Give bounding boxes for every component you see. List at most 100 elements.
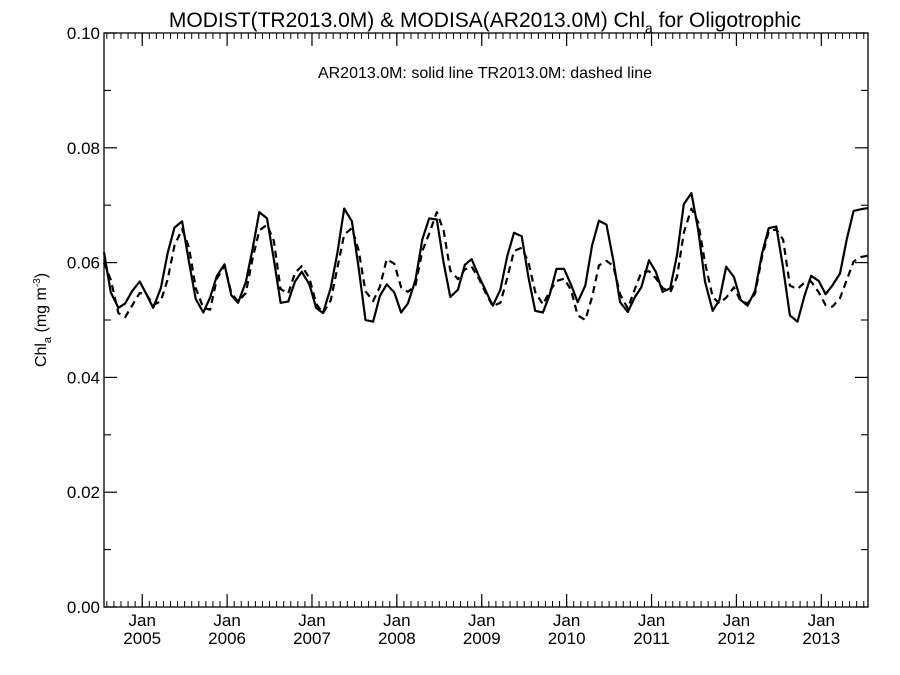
data-point-dashed <box>655 277 657 279</box>
data-point-dashed <box>414 284 416 286</box>
data-point-dashed <box>385 258 387 260</box>
data-point-dashed <box>733 286 735 288</box>
data-point-solid <box>633 296 635 298</box>
data-point-solid <box>839 272 841 274</box>
data-point-dashed <box>400 286 402 288</box>
data-point-dashed <box>110 279 112 281</box>
data-point-solid <box>202 311 204 313</box>
data-point-solid <box>655 271 657 273</box>
data-point-solid <box>746 304 748 306</box>
data-point-solid <box>570 283 572 285</box>
data-point-solid <box>661 291 663 293</box>
y-axis-label-close: ) <box>33 273 50 278</box>
data-point-dashed <box>576 314 578 316</box>
x-tick-label-year: 2011 <box>633 629 670 648</box>
data-point-solid <box>393 291 395 293</box>
plot-frame <box>103 32 869 608</box>
data-point-solid <box>598 219 600 221</box>
data-point-solid <box>138 280 140 282</box>
data-point-dashed <box>676 276 678 278</box>
data-point-dashed <box>640 271 642 273</box>
y-axis-label-main: Chl <box>33 343 50 367</box>
data-point-solid <box>343 207 345 209</box>
x-tick-label-month: Jan <box>553 611 580 630</box>
data-point-solid <box>640 286 642 288</box>
data-point-dashed <box>754 292 756 294</box>
data-point-dashed <box>485 292 487 294</box>
data-point-dashed <box>470 265 472 267</box>
data-point-solid <box>542 311 544 313</box>
data-point-dashed <box>407 291 409 293</box>
data-point-dashed <box>464 268 466 270</box>
data-point-dashed <box>336 267 338 269</box>
data-point-solid <box>173 226 175 228</box>
data-point-dashed <box>194 287 196 289</box>
data-point-dashed <box>852 260 854 262</box>
x-tick-label-year: 2007 <box>293 629 331 648</box>
data-point-dashed <box>308 277 310 279</box>
chart-title: MODIST(TR2013.0M) & MODISA(AR2013.0M) Ch… <box>169 9 801 36</box>
data-point-dashed <box>421 250 423 252</box>
data-point-dashed <box>818 291 820 293</box>
data-point-solid <box>294 280 296 282</box>
data-point-solid <box>449 296 451 298</box>
data-point-solid <box>767 227 769 229</box>
x-tick-label-month: Jan <box>213 611 240 630</box>
data-point-dashed <box>824 304 826 306</box>
data-point-dashed <box>428 233 430 235</box>
data-point-solid <box>690 192 692 194</box>
y-axis-label-unit: (mg m <box>33 287 50 337</box>
data-point-dashed <box>279 288 281 290</box>
data-point-dashed <box>145 293 147 295</box>
data-point-dashed <box>584 319 586 321</box>
data-point-dashed <box>364 290 366 292</box>
data-point-solid <box>400 311 402 313</box>
data-point-dashed <box>245 292 247 294</box>
series-line-solid <box>102 192 869 323</box>
data-point-solid <box>421 238 423 240</box>
data-point-solid <box>152 307 154 309</box>
data-point-dashed <box>329 299 331 301</box>
data-point-solid <box>782 267 784 269</box>
series-lines <box>102 192 869 323</box>
data-point-solid <box>846 238 848 240</box>
data-point-solid <box>761 253 763 255</box>
data-point-solid <box>357 267 359 269</box>
data-point-solid <box>627 311 629 313</box>
data-point-solid <box>824 293 826 295</box>
data-point-solid <box>351 220 353 222</box>
y-axis-label: Chla (mg m-3) <box>32 273 54 367</box>
data-point-solid <box>796 321 798 323</box>
data-point-dashed <box>343 233 345 235</box>
data-point-dashed <box>775 228 777 230</box>
data-point-solid <box>563 268 565 270</box>
data-point-solid <box>605 224 607 226</box>
data-point-solid <box>301 271 303 273</box>
data-point-solid <box>499 288 501 290</box>
chart-title-main: MODIST(TR2013.0M) & MODISA(AR2013.0M) Ch… <box>169 9 645 32</box>
data-point-dashed <box>294 272 296 274</box>
data-point-solid <box>245 281 247 283</box>
data-point-dashed <box>648 270 650 272</box>
data-point-solid <box>166 252 168 254</box>
data-point-dashed <box>124 316 126 318</box>
data-point-dashed <box>718 302 720 304</box>
data-point-dashed <box>436 211 438 213</box>
data-point-dashed <box>831 306 833 308</box>
data-point-solid <box>160 287 162 289</box>
data-point-solid <box>860 208 862 210</box>
data-point-solid <box>704 280 706 282</box>
data-point-dashed <box>534 291 536 293</box>
data-point-solid <box>188 260 190 262</box>
data-point-dashed <box>188 246 190 248</box>
data-point-dashed <box>548 290 550 292</box>
data-point-solid <box>194 298 196 300</box>
series-line-dashed <box>102 207 869 322</box>
data-point-dashed <box>520 246 522 248</box>
data-point-solid <box>867 207 869 209</box>
data-point-dashed <box>393 263 395 265</box>
data-point-dashed <box>442 229 444 231</box>
y-axis-label-exponent: -3 <box>32 278 43 287</box>
data-point-solid <box>789 314 791 316</box>
